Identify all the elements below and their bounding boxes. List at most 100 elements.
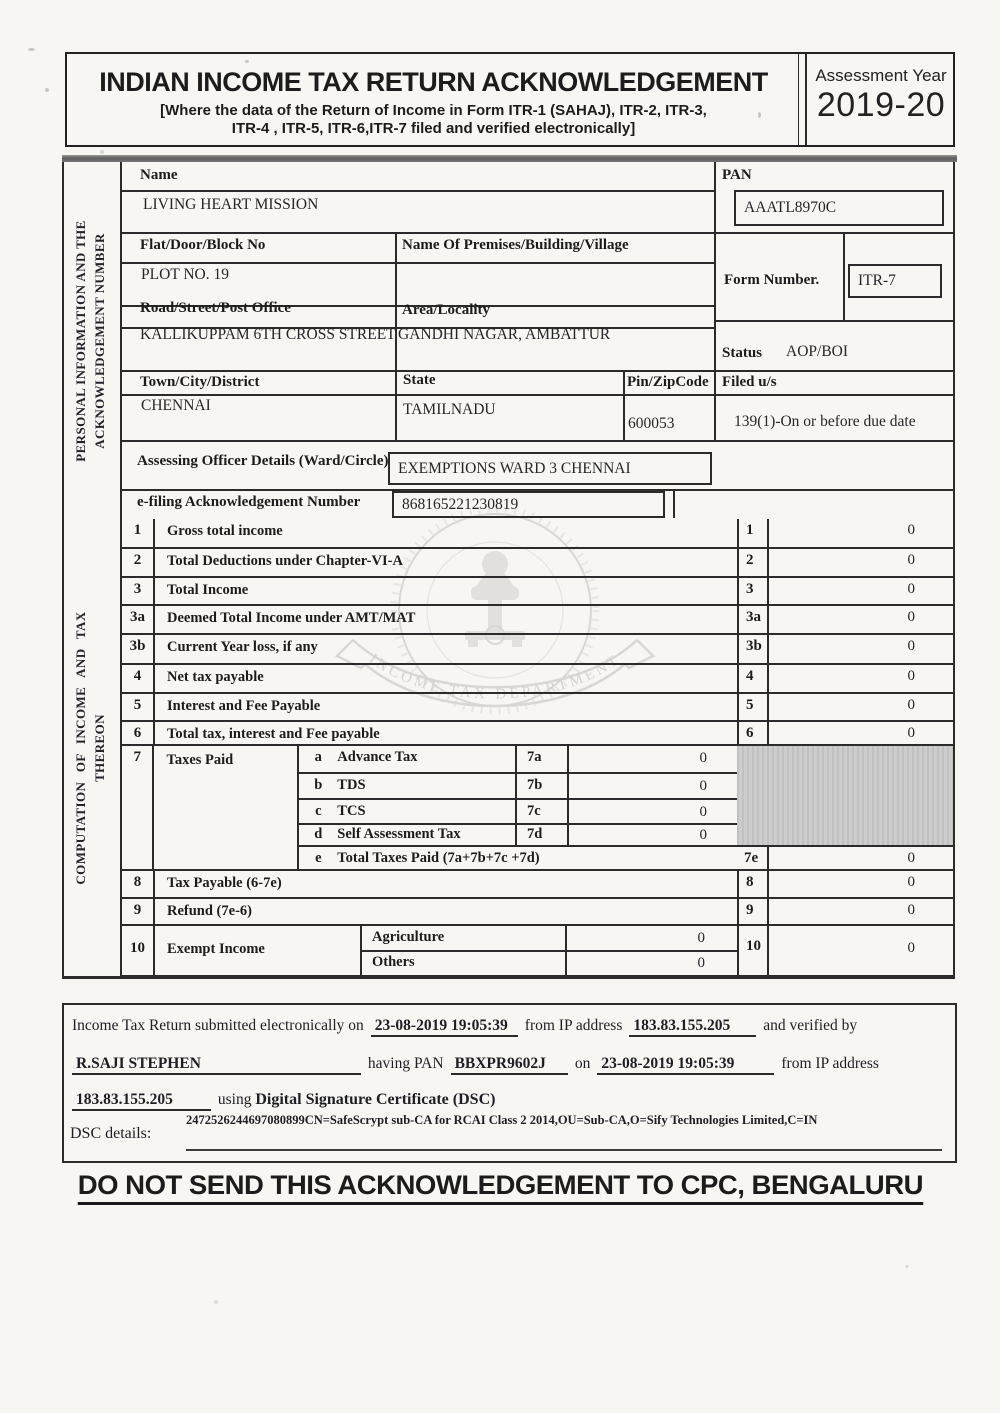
pin-value: 600053 (628, 415, 675, 432)
row-num: 9 (122, 899, 155, 924)
dsc-details-underline (186, 1149, 942, 1151)
row-idx: 4 (737, 664, 767, 692)
taxes-total-value-row: 7e 0 (736, 844, 953, 870)
verification-box: Income Tax Return submitted electronical… (62, 1003, 957, 1163)
scan-speck (100, 150, 104, 154)
sub-letter: e (315, 849, 322, 866)
pan-value: AAATL8970C (744, 199, 837, 216)
efiling-ack-box: 868165221230819 (392, 491, 665, 518)
efiling-ack-value: 868165221230819 (402, 495, 519, 513)
state-value: TAMILNADU (403, 401, 496, 418)
verifier-pan: BBXPR9602J (450, 1055, 568, 1075)
row-num: 7 (122, 746, 155, 870)
state-label: State (403, 372, 436, 388)
assessment-year-block: Assessment Year 2019-20 (807, 54, 955, 145)
row-idx: 9 (737, 899, 767, 924)
scan-speck (758, 112, 761, 118)
row-value: 0 (767, 693, 953, 720)
row-value: 0 (767, 606, 953, 634)
sub-label: TCS (337, 802, 366, 819)
verification-text: from IP address (781, 1055, 879, 1072)
sub-label: Total Taxes Paid (7a+7b+7c +7d) (337, 849, 540, 866)
grid-line (122, 440, 955, 442)
row-label: Total tax, interest and Fee payable (167, 725, 380, 742)
sub-value: 0 (565, 951, 735, 975)
filed-us-label: Filed u/s (722, 374, 777, 390)
row-idx: 6 (737, 721, 767, 745)
row-idx: 5 (737, 693, 767, 720)
pin-label: Pin/ZipCode (627, 374, 709, 390)
grid-line-premises-column (395, 232, 397, 440)
row-value: 0 (767, 548, 953, 576)
row-idx: 1 (737, 519, 767, 547)
grid-line (122, 232, 955, 234)
row-value: 0 (767, 721, 953, 745)
verification-line-3: 183.83.155.205 using Digital Signature Ce… (72, 1091, 495, 1111)
grid-line (122, 305, 714, 307)
header-divider-thin (798, 54, 799, 145)
status-value: AOP/BOI (786, 343, 849, 360)
sub-value: 0 (566, 773, 737, 798)
area-value: GANDHI NAGAR, AMBATTUR (398, 326, 611, 343)
row-label: Total Income (167, 581, 249, 598)
row-value: 0 (767, 925, 953, 975)
road-label: Road/Street/Post Office (140, 300, 291, 316)
row-label: Net tax payable (167, 668, 264, 685)
exempt-row-agriculture: Agriculture 0 (360, 925, 737, 950)
name-label: Name (140, 167, 178, 183)
comp-row-1: 1 Gross total income 1 0 (122, 519, 953, 547)
grid-line (122, 370, 955, 372)
pan-value-box: AAATL8970C (734, 190, 944, 226)
sub-value: 0 (566, 746, 737, 772)
grid-line (122, 394, 955, 396)
row-num: 8 (122, 871, 155, 898)
row-idx: 10 (737, 925, 767, 975)
sub-label: Self Assessment Tax (337, 826, 461, 843)
row-idx: 7e (743, 849, 759, 866)
grid-line-stray (673, 491, 675, 518)
sub-value: 0 (566, 825, 737, 845)
verification-text: from IP address (524, 1017, 623, 1034)
taxes-row-advance: a Advance Tax 7a 0 (299, 746, 737, 772)
comp-row-3a: 3a Deemed Total Income under AMT/MAT 3a … (122, 604, 953, 634)
comp-row-8: 8 Tax Payable (6-7e) 8 0 (122, 869, 953, 898)
taxes-row-tds: b TDS 7b 0 (299, 771, 737, 798)
row-value: 0 (766, 846, 953, 870)
verification-line-2: R.SAJI STEPHEN having PAN BBXPR9602J on 23-0… (72, 1055, 879, 1075)
assessing-officer-label: Assessing Officer Details (Ward/Circle) (137, 453, 389, 469)
sub-letter: c (315, 802, 322, 819)
computation-table: 1 Gross total income 1 0 2 Total Deducti… (120, 519, 955, 978)
row-value: 0 (767, 577, 953, 605)
verifier-name: R.SAJI STEPHEN (72, 1055, 361, 1075)
form-header: INDIAN INCOME TAX RETURN ACKNOWLEDGEMENT… (65, 52, 955, 147)
scan-speck (28, 48, 35, 51)
comp-row-10-exempt-income: 10 Exempt Income Agriculture 0 Others 0 … (122, 923, 953, 975)
town-label: Town/City/District (140, 374, 260, 390)
verification-text: Income Tax Return submitted electronical… (72, 1017, 364, 1034)
taxes-row-tcs: c TCS 7c 0 (299, 797, 737, 824)
row-label: Tax Payable (6-7e) (167, 875, 282, 892)
taxes-row-self-assessment: d Self Assessment Tax 7d 0 (299, 823, 737, 845)
filed-us-value: 139(1)-On or before due date (734, 413, 916, 430)
row-value: 0 (767, 871, 953, 898)
row-num: 2 (122, 548, 155, 576)
do-not-send-warning: DO NOT SEND THIS ACKNOWLEDGEMENT TO CPC,… (77, 1170, 923, 1205)
assessment-year-label: Assessment Year (815, 66, 947, 85)
row-label: Refund (7e-6) (167, 903, 252, 920)
assessment-year-value: 2019-20 (816, 86, 946, 124)
verification-line-1: Income Tax Return submitted electronical… (72, 1017, 857, 1037)
sub-letter: d (314, 826, 323, 843)
taxes-paid-subtable: a Advance Tax 7a 0 b TDS 7b 0 c TCS 7c 0 (297, 746, 737, 870)
exempt-subtable: Agriculture 0 Others 0 (360, 925, 737, 975)
assessing-officer-value: EXEMPTIONS WARD 3 CHENNAI (398, 459, 631, 477)
taxes-paid-right-area: 7e 0 (736, 746, 953, 870)
grid-line (122, 190, 714, 192)
comp-row-4: 4 Net tax payable 4 0 (122, 662, 953, 692)
comp-row-9: 9 Refund (7e-6) 9 0 (122, 897, 953, 924)
efiling-ack-label: e-filing Acknowledgement Number (137, 494, 361, 510)
comp-row-7-taxes-paid: 7 Taxes Paid a Advance Tax 7a 0 b TDS 7b… (122, 744, 953, 870)
row-num: 10 (122, 925, 155, 975)
row-label: Interest and Fee Payable (167, 697, 321, 714)
verification-text: having PAN (367, 1055, 444, 1072)
